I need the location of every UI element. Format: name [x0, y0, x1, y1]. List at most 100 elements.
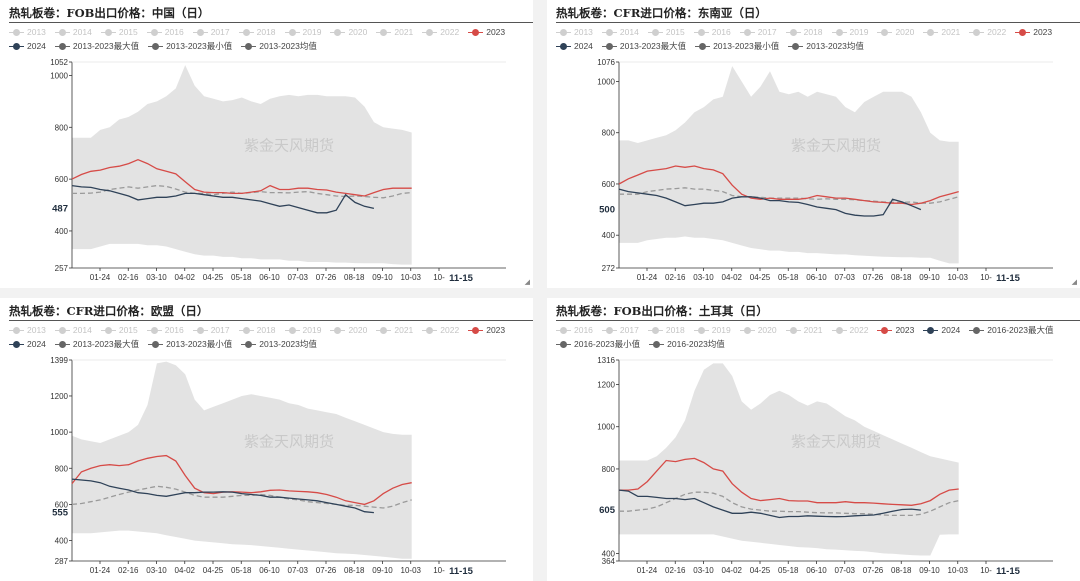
legend-item-2013-2023均值[interactable]: 2013-2023均值 [788, 39, 864, 53]
legend-label: 2019 [849, 27, 869, 37]
legend-item-2023[interactable]: 2023 [1015, 25, 1052, 39]
legend-item-2013-2023最大值[interactable]: 2013-2023最大值 [54, 337, 139, 351]
legend-item-2013-2023最大值[interactable]: 2013-2023最大值 [54, 39, 140, 53]
legend-item-2013-2023最大值[interactable]: 2013-2023最大值 [601, 39, 686, 53]
legend-item-2015[interactable]: 2015 [100, 25, 138, 39]
legend-item-2021[interactable]: 2021 [785, 323, 823, 337]
legend-item-2021[interactable]: 2021 [376, 323, 413, 337]
x-highlight-label: 11-15 [996, 566, 1020, 577]
legend-item-2022[interactable]: 2022 [422, 25, 459, 39]
legend-item-2014[interactable]: 2014 [601, 25, 639, 39]
legend-item-2013-2023均值[interactable]: 2013-2023均值 [241, 39, 317, 53]
legend-label: 2015 [118, 27, 138, 37]
legend-item-2018[interactable]: 2018 [238, 323, 276, 337]
chart-panel-eu-cfr: 热轧板卷：CFR进口价格：欧盟（日） 2013 2014 2015 2016 2017 2… [0, 298, 533, 581]
legend-item-2014[interactable]: 2014 [54, 25, 92, 39]
legend-label: 2021 [941, 27, 961, 37]
legend-marker-icon [601, 29, 617, 37]
legend-item-2022[interactable]: 2022 [422, 323, 459, 337]
legend-label: 2020 [895, 27, 915, 37]
legend-item-2016[interactable]: 2016 [146, 323, 184, 337]
series-line-2024 [71, 184, 375, 214]
legend-item-2016-2023最小值[interactable]: 2016-2023最小值 [556, 337, 640, 351]
legend-item-2019[interactable]: 2019 [831, 25, 869, 39]
legend-label: 2018 [665, 325, 685, 335]
legend-item-2015[interactable]: 2015 [647, 25, 685, 39]
legend-item-2020[interactable]: 2020 [739, 323, 777, 337]
legend-item-2018[interactable]: 2018 [785, 25, 823, 39]
x-tick-label: 07-03 [835, 566, 856, 575]
legend-item-2023[interactable]: 2023 [468, 25, 505, 39]
legend-item-2022[interactable]: 2022 [831, 323, 868, 337]
legend-item-2020[interactable]: 2020 [877, 25, 914, 39]
legend-item-2013-2023最小值[interactable]: 2013-2023最小值 [148, 337, 232, 351]
legend-item-2020[interactable]: 2020 [330, 323, 367, 337]
legend-item-2019[interactable]: 2019 [693, 323, 731, 337]
legend-marker-icon [601, 327, 617, 335]
legend-label: 2020 [757, 325, 777, 335]
legend-marker-icon [100, 327, 116, 335]
chart-legend: 2013 2014 2015 2016 2017 2018 2019 2020 2021 2022… [556, 25, 1076, 53]
legend-item-2023[interactable]: 2023 [877, 323, 914, 337]
legend-item-2024[interactable]: 2024 [556, 39, 593, 53]
current-value-label: 555 [52, 508, 69, 519]
legend-item-2013-2023最小值[interactable]: 2013-2023最小值 [695, 39, 779, 53]
legend-item-2019[interactable]: 2019 [284, 25, 321, 39]
legend-item-2013[interactable]: 2013 [9, 25, 46, 39]
legend-item-2017[interactable]: 2017 [192, 25, 230, 39]
legend-item-2021[interactable]: 2021 [923, 25, 960, 39]
legend-item-2018[interactable]: 2018 [647, 323, 685, 337]
y-tick-label: 1200 [597, 380, 615, 389]
legend-item-2015[interactable]: 2015 [100, 323, 138, 337]
legend-item-2022[interactable]: 2022 [969, 25, 1006, 39]
legend-label: 2013-2023最大值 [72, 41, 140, 51]
legend-label: 2013-2023均值 [806, 41, 864, 51]
legend-marker-icon [877, 327, 893, 335]
legend-item-2017[interactable]: 2017 [192, 323, 230, 337]
legend-item-2013[interactable]: 2013 [9, 323, 46, 337]
legend-item-2018[interactable]: 2018 [238, 25, 276, 39]
legend-marker-icon [54, 29, 70, 37]
legend-item-2013[interactable]: 2013 [556, 25, 593, 39]
y-tick-label: 800 [602, 129, 616, 138]
x-tick-label: 04-02 [722, 273, 743, 282]
legend-item-2021[interactable]: 2021 [376, 25, 413, 39]
series-line-2023 [619, 457, 959, 506]
title-divider [9, 320, 533, 321]
legend-item-2016[interactable]: 2016 [693, 25, 731, 39]
range-band [619, 66, 959, 264]
x-tick-label: 10-03 [401, 273, 422, 282]
legend-item-2014[interactable]: 2014 [54, 323, 92, 337]
legend-item-2017[interactable]: 2017 [601, 323, 639, 337]
legend-label: 2016 [711, 27, 731, 37]
legend-item-2016-2023最大值[interactable]: 2016-2023最大值 [969, 323, 1053, 337]
legend-item-2020[interactable]: 2020 [330, 25, 367, 39]
legend-item-2024[interactable]: 2024 [9, 337, 46, 351]
resize-corner-icon: ◢ [524, 279, 530, 286]
range-band [72, 361, 412, 559]
legend-marker-icon [556, 29, 571, 37]
legend-marker-icon [969, 327, 985, 335]
current-value-label: 487 [52, 203, 68, 214]
legend-item-2016-2023均值[interactable]: 2016-2023均值 [649, 337, 725, 351]
legend-item-2013-2023均值[interactable]: 2013-2023均值 [241, 337, 317, 351]
x-highlight-label: 11-15 [996, 273, 1020, 284]
legend-item-2023[interactable]: 2023 [468, 323, 505, 337]
chart-plot: 1076 1000 800 600 500 400 272 01-24 02-16 03-10 04… [597, 58, 1053, 284]
legend-item-2017[interactable]: 2017 [739, 25, 777, 39]
range-band [619, 363, 959, 556]
series-line-avg [71, 485, 412, 509]
legend-item-2019[interactable]: 2019 [284, 323, 321, 337]
current-value-label: 605 [599, 505, 616, 516]
legend-item-2024[interactable]: 2024 [923, 323, 960, 337]
legend-item-2024[interactable]: 2024 [9, 39, 46, 53]
legend-label: 2016 [164, 325, 184, 335]
legend-label: 2014 [72, 27, 92, 37]
legend-item-2013-2023最小值[interactable]: 2013-2023最小值 [148, 39, 232, 53]
legend-item-2016[interactable]: 2016 [556, 323, 593, 337]
legend-item-2016[interactable]: 2016 [146, 25, 184, 39]
x-tick-label: 04-25 [750, 566, 771, 575]
legend-marker-icon [238, 327, 254, 335]
